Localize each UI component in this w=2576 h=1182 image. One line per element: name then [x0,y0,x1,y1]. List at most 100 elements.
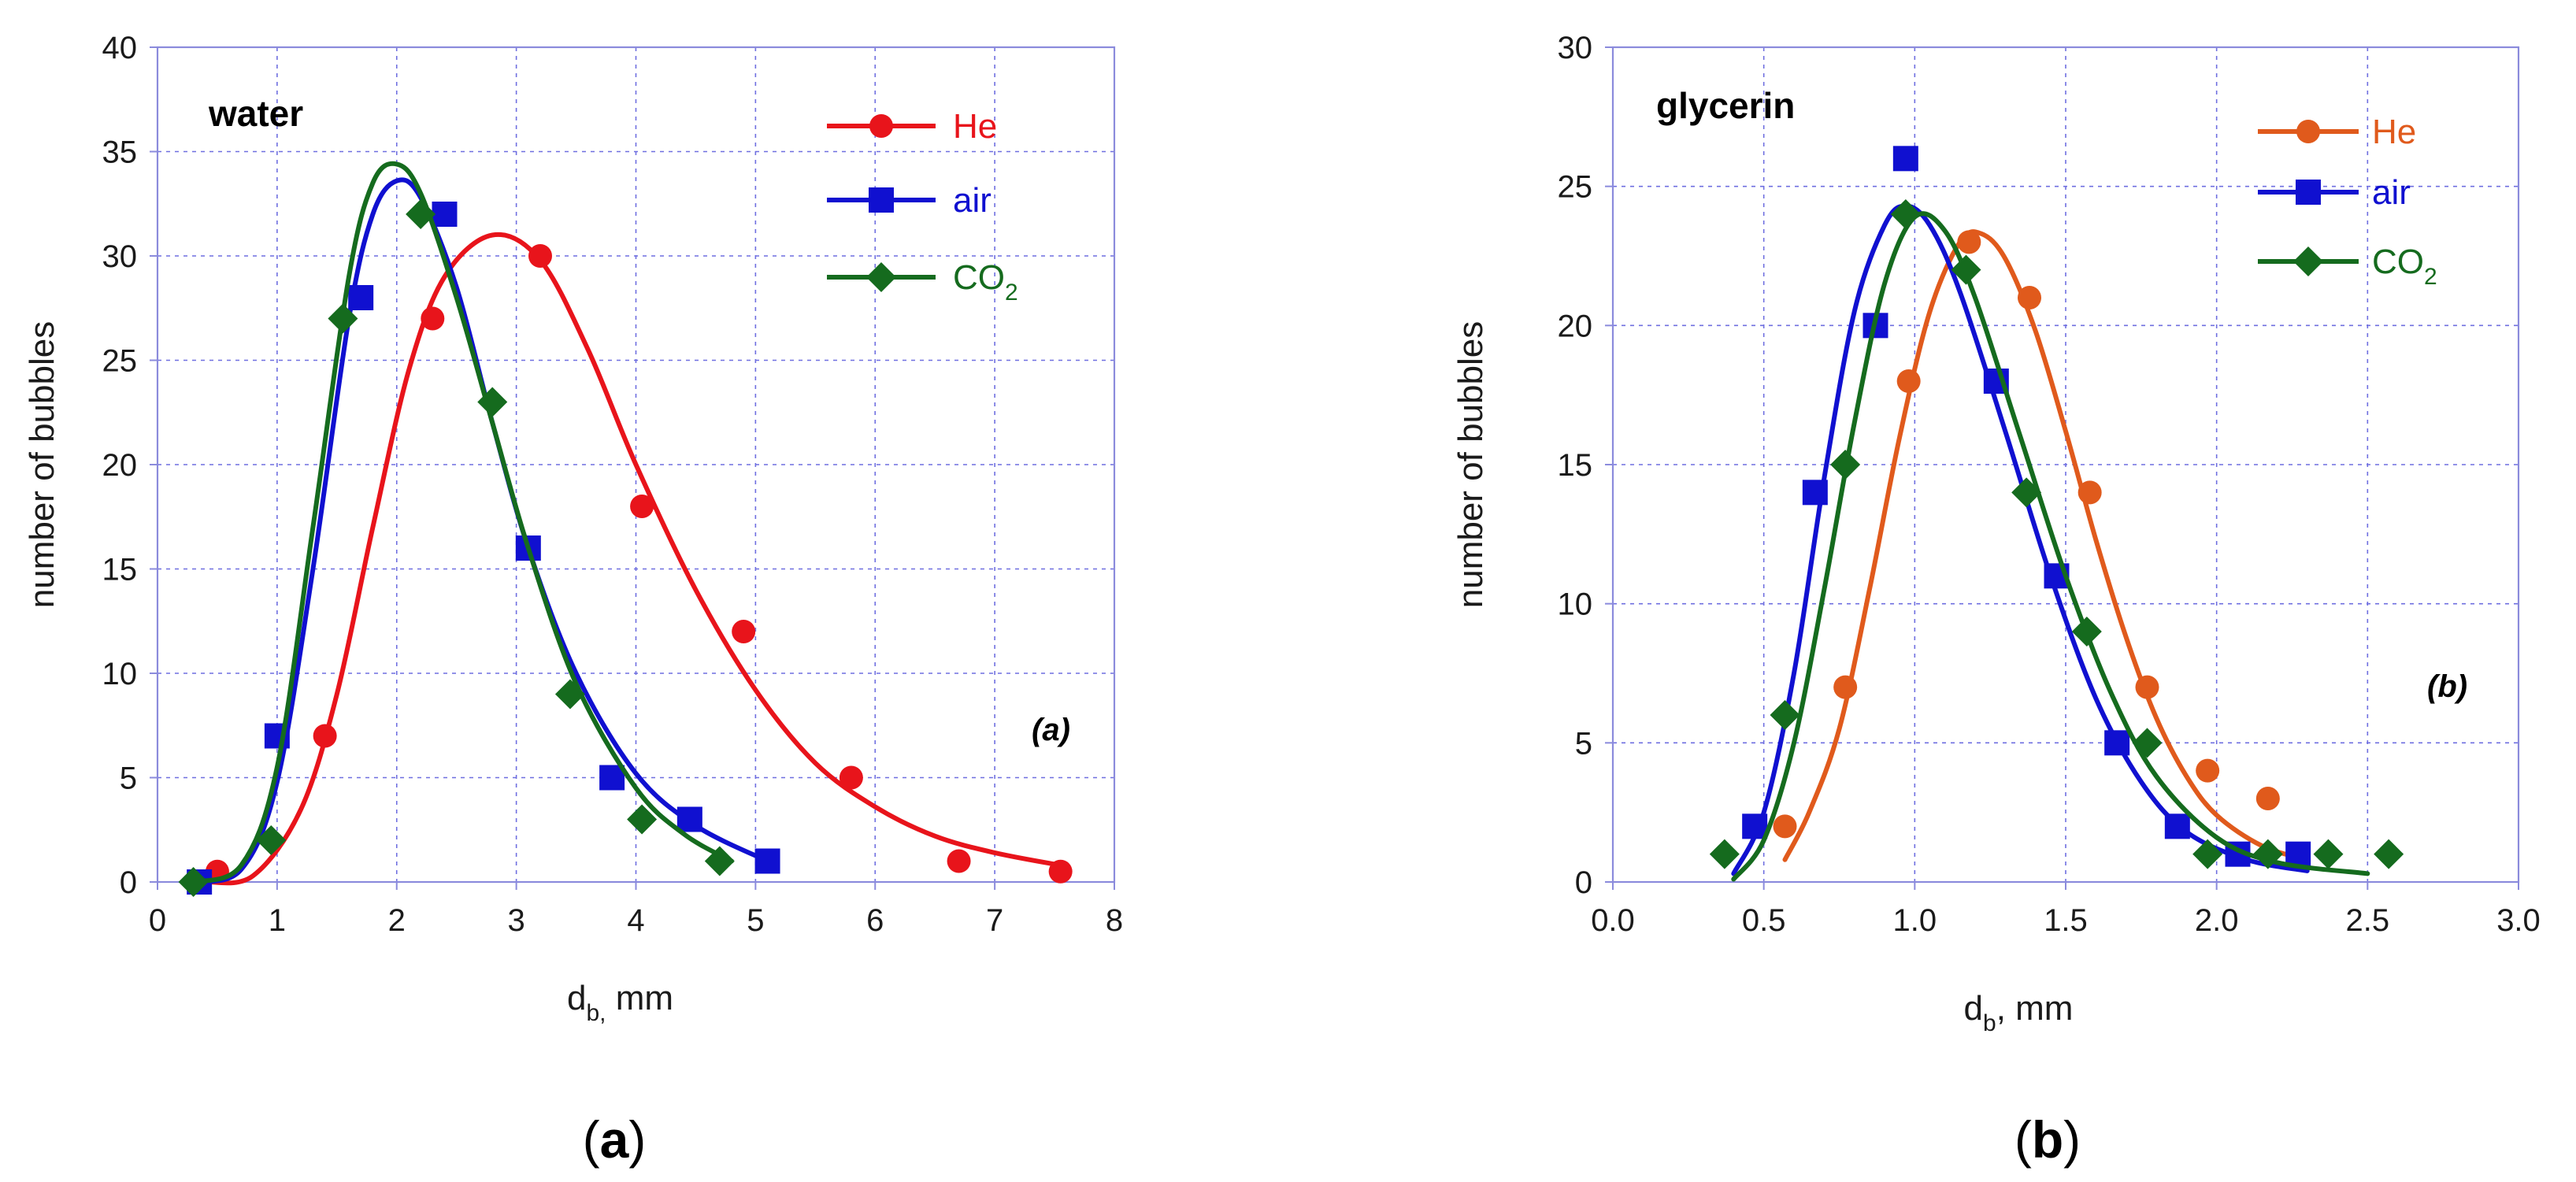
y-tick-label: 20 [102,448,138,483]
fit-curve [1782,229,2310,862]
data-point [2104,730,2130,756]
y-tick-label: 30 [102,239,138,274]
y-tick-label: 40 [102,31,138,65]
data-point [732,620,756,643]
x-tick-label: 1.5 [2044,903,2088,938]
y-tick-label: 15 [1558,448,1593,483]
x-tick-label: 6 [866,903,884,938]
data-point [2077,480,2102,505]
data-point [1742,813,1768,839]
legend-label: He [2372,113,2416,151]
fit-curve [191,177,770,884]
panel-b-glycerin: 0.0 0.5 1.0 1.5 2.0 2.5 3.0 0 5 10 15 20 25 30 db, mm n… [1451,31,2541,1169]
x-tick-label: 7 [986,903,1003,938]
y-axis-label: number of bubbles [23,321,61,608]
data-point [178,867,209,897]
legend-entry: air [827,181,991,220]
x-tick-label: 2.5 [2346,903,2390,938]
panel-tag: (a) [1032,713,1070,747]
data-point [1957,230,1981,254]
data-point [1951,254,1981,285]
data-point [2252,839,2283,869]
data-point [406,199,436,229]
panel-caption: (b) [2014,1110,2081,1169]
fit-curve [191,161,734,884]
data-point [2132,728,2163,758]
panel-tag: (b) [2427,669,2467,704]
data-point [2374,839,2404,869]
x-axis-label: db, mm [567,979,673,1026]
legend-entry: CO2 [827,258,1018,306]
legend-marker [869,187,894,213]
y-tick-label: 25 [1558,170,1593,205]
data-point [256,825,287,855]
y-tick-label: 10 [1558,587,1593,622]
x-tick-label: 8 [1106,903,1123,938]
y-tick-label: 25 [102,344,138,379]
x-tick-label: 2.0 [2195,903,2239,938]
data-point [947,849,971,873]
fit-curve [202,232,1063,886]
y-axis-label: number of bubbles [1451,321,1490,608]
data-point [2255,787,2280,810]
legend-label: CO2 [953,258,1018,306]
data-point [328,303,358,334]
x-tick-label: 2 [388,903,406,938]
data-point [2018,286,2041,309]
series-co2 [1709,199,2404,882]
legend-entry: CO2 [2258,243,2437,290]
panel-caption: (a) [583,1110,647,1169]
y-tick-label: 5 [120,761,137,796]
legend-label: He [953,107,997,146]
legend-entry: He [827,107,997,146]
series-he [202,232,1073,886]
x-tick-label: 0 [149,903,166,938]
legend-marker [2296,120,2320,143]
y-tick-label: 15 [102,553,138,587]
fit-curve [1731,211,2370,882]
data-point [313,724,337,748]
fit-curve [1731,203,2310,876]
y-tick-label: 10 [102,657,138,691]
legend-label: CO2 [2372,243,2437,290]
data-point [348,285,374,310]
data-point [676,806,702,832]
data-point [630,495,654,518]
data-point [421,306,445,331]
x-tick-label: 0.5 [1742,903,1786,938]
data-point [1890,199,1921,229]
y-tick-label: 30 [1558,31,1593,65]
data-point [432,202,458,227]
legend-marker [2296,180,2321,205]
data-point [528,244,552,268]
panel-a-water: 0 1 2 3 4 5 6 7 8 0 5 10 15 20 25 30 35 40 db, mm number of… [23,31,1123,1169]
data-point [1802,480,1828,506]
data-point [704,846,735,876]
legend-label: air [2372,173,2411,212]
x-tick-label: 5 [747,903,764,938]
data-point [839,765,863,790]
x-tick-label: 4 [627,903,644,938]
data-point [627,804,658,835]
y-tick-label: 0 [1575,865,1592,900]
data-point [2196,758,2220,783]
series-air [187,177,780,895]
data-point [1770,700,1800,730]
legend-marker [869,114,893,138]
x-tick-label: 3 [508,903,525,938]
x-axis-label: db, mm [1964,989,2074,1036]
panel-title: water [208,93,303,134]
y-tick-label: 0 [120,865,137,900]
x-tick-label: 1 [269,903,286,938]
legend-entry: air [2258,173,2411,212]
x-tick-label: 3.0 [2496,903,2541,938]
series-he [1773,229,2311,866]
data-point [1773,814,1797,839]
panel-title: glycerin [1656,85,1795,126]
data-point [1892,146,1918,172]
legend-entry: He [2258,113,2416,151]
data-point [1048,859,1073,884]
data-point [1709,839,1740,869]
series-co2 [178,161,735,897]
